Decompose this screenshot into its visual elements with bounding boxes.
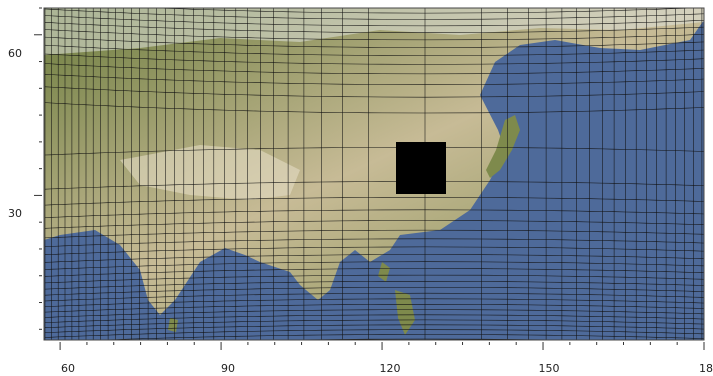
mesh-line (44, 274, 704, 284)
y-tick-label-60: 60 (8, 47, 22, 60)
x-tick-label-150: 150 (539, 362, 560, 375)
x-tick-label-180: 18 (699, 362, 713, 375)
mesh-line (44, 246, 704, 255)
mesh-line (44, 304, 704, 313)
mesh-line (44, 309, 704, 318)
mesh-line (44, 220, 704, 229)
y-axis (34, 7, 42, 330)
mesh-line (44, 238, 704, 247)
x-tick-label-120: 120 (380, 362, 401, 375)
x-tick-label-90: 90 (221, 362, 235, 375)
himalaya-highlands (120, 145, 300, 200)
x-axis (59, 342, 705, 350)
northern-snow-cover (44, 8, 704, 55)
mesh-line (44, 298, 704, 307)
taiwan-island (378, 262, 390, 282)
mesh-line (44, 268, 704, 277)
x-tick-label-60: 60 (61, 362, 75, 375)
mesh-line (44, 261, 704, 270)
variable-resolution-mesh (44, 8, 704, 340)
mesh-line (44, 281, 704, 290)
y-tick-label-30: 30 (8, 207, 22, 220)
eurasia-landmass (44, 8, 704, 315)
mesh-line (44, 329, 704, 338)
mesh-line (44, 319, 704, 328)
fine-mesh-core (396, 142, 446, 194)
mesh-line (44, 254, 704, 263)
japan-islands (486, 115, 520, 178)
mesh-line (44, 229, 704, 239)
mesh-line (44, 314, 704, 323)
map-plot-area (44, 8, 704, 340)
plot-frame (43, 7, 705, 341)
mesh-line (44, 292, 704, 302)
philippines-islands (395, 290, 415, 335)
mesh-line (44, 209, 704, 218)
mesh-line (44, 197, 704, 206)
mesh-line (44, 287, 704, 296)
mesh-line (274, 338, 576, 340)
mesh-line (44, 324, 704, 333)
mesh-line (94, 334, 704, 340)
